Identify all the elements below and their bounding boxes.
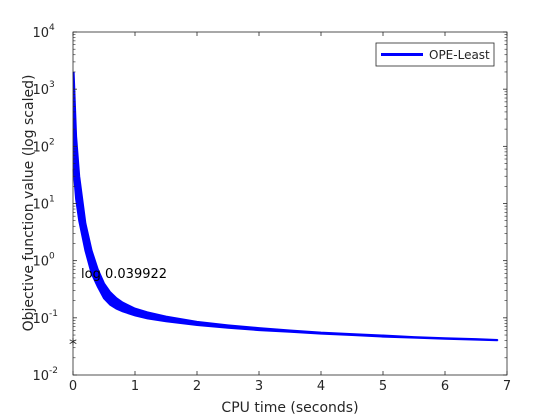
legend-box [375,42,495,67]
y-tick-label: 10 [32,369,49,384]
y-tick-exponent: 0 [49,252,55,262]
y-tick-exponent: 4 [49,23,55,33]
x-tick-label: 2 [193,379,201,394]
x-tick-label: 0 [69,379,77,394]
plot-background [73,32,507,375]
y-tick-label: 10 [32,255,49,270]
series-layer [72,71,499,342]
y-tick-label: 10 [32,198,49,213]
legend-label-ope-least: OPE-Least [429,48,490,62]
x-tick-label: 4 [317,379,325,394]
y-tick-exponent: -1 [49,309,58,319]
y-tick-exponent: 3 [49,80,55,90]
annotation-label: log 0.039922 [81,267,167,282]
x-axis-ticks: 0 1 2 3 4 5 6 7 [69,32,511,394]
x-tick-label: 6 [441,379,449,394]
y-tick-exponent: 1 [49,195,55,205]
x-tick-label: 5 [379,379,387,394]
x-axis-label: CPU time (seconds) [221,400,358,416]
series-lower-line-0 [72,168,498,342]
x-tick-label: 1 [131,379,139,394]
y-tick-label: 10 [32,140,49,155]
y-tick-label: 10 [32,312,49,327]
x-tick-label: 7 [503,379,511,394]
y-axis-label: Objective function value (log scaled) [21,75,37,332]
final-value-marker: * [69,335,77,354]
legend: OPE-Least [375,42,495,67]
y-tick-label: 10 [32,83,49,98]
y-tick-exponent: -2 [49,366,58,376]
y-tick-exponent: 2 [49,137,55,147]
y-tick-label: 10 [32,26,49,41]
x-tick-label: 3 [255,379,263,394]
